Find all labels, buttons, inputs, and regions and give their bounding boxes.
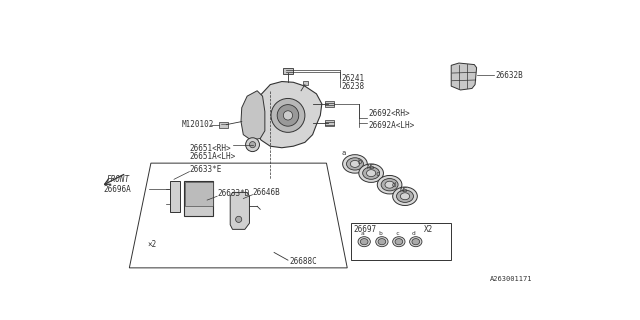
Bar xyxy=(284,68,292,74)
Text: NS: NS xyxy=(367,164,375,170)
Text: b: b xyxy=(357,159,362,165)
Ellipse shape xyxy=(358,237,371,247)
Text: ×2: ×2 xyxy=(147,240,156,249)
Polygon shape xyxy=(451,63,477,90)
Text: a: a xyxy=(360,231,364,236)
Ellipse shape xyxy=(367,170,376,177)
Ellipse shape xyxy=(376,237,388,247)
Polygon shape xyxy=(170,181,180,212)
Text: c: c xyxy=(395,231,399,236)
Text: d: d xyxy=(412,231,416,236)
Circle shape xyxy=(284,111,292,120)
Ellipse shape xyxy=(359,164,383,182)
Text: A263001171: A263001171 xyxy=(490,276,532,282)
Text: 26651A<LH>: 26651A<LH> xyxy=(189,152,236,161)
Text: 26696A: 26696A xyxy=(103,185,131,194)
Ellipse shape xyxy=(381,179,398,191)
Bar xyxy=(219,122,228,128)
Ellipse shape xyxy=(350,160,360,167)
Circle shape xyxy=(236,216,242,222)
Ellipse shape xyxy=(378,175,402,194)
Ellipse shape xyxy=(378,239,386,245)
Ellipse shape xyxy=(360,239,368,245)
Text: 26697: 26697 xyxy=(353,225,376,234)
Text: 26688C: 26688C xyxy=(289,257,317,266)
Ellipse shape xyxy=(342,155,367,173)
Ellipse shape xyxy=(410,237,422,247)
Text: 26633*E: 26633*E xyxy=(189,165,222,174)
Text: NS: NS xyxy=(399,187,408,193)
Text: 26633*D: 26633*D xyxy=(217,189,250,198)
Bar xyxy=(325,101,334,107)
Circle shape xyxy=(271,99,305,132)
Text: 26632B: 26632B xyxy=(495,71,523,80)
Ellipse shape xyxy=(395,239,403,245)
Ellipse shape xyxy=(393,187,417,205)
Ellipse shape xyxy=(412,239,420,245)
Bar xyxy=(184,181,213,215)
Text: X2: X2 xyxy=(424,225,433,234)
Circle shape xyxy=(277,105,299,126)
Ellipse shape xyxy=(401,193,410,200)
Text: 26646B: 26646B xyxy=(253,188,280,197)
Text: 26692A<LH>: 26692A<LH> xyxy=(368,121,414,130)
Text: 26651<RH>: 26651<RH> xyxy=(189,144,231,153)
Ellipse shape xyxy=(397,190,413,203)
Circle shape xyxy=(250,141,255,148)
Text: d: d xyxy=(391,182,396,188)
Text: c: c xyxy=(376,171,380,177)
Polygon shape xyxy=(230,192,250,229)
Text: 26238: 26238 xyxy=(341,83,364,92)
Bar xyxy=(185,182,212,206)
Ellipse shape xyxy=(393,237,405,247)
Polygon shape xyxy=(253,82,322,148)
Text: b: b xyxy=(378,231,382,236)
Circle shape xyxy=(246,138,259,152)
Text: 26692<RH>: 26692<RH> xyxy=(368,109,410,118)
Bar xyxy=(303,81,308,85)
Bar xyxy=(325,120,334,126)
Text: M120102: M120102 xyxy=(182,120,214,129)
Text: FRONT: FRONT xyxy=(106,175,129,184)
Bar xyxy=(351,223,451,260)
Polygon shape xyxy=(241,91,265,140)
Ellipse shape xyxy=(385,181,394,188)
Ellipse shape xyxy=(363,167,380,179)
Text: 26241: 26241 xyxy=(341,74,364,83)
Ellipse shape xyxy=(346,158,364,170)
Text: a: a xyxy=(341,150,346,156)
